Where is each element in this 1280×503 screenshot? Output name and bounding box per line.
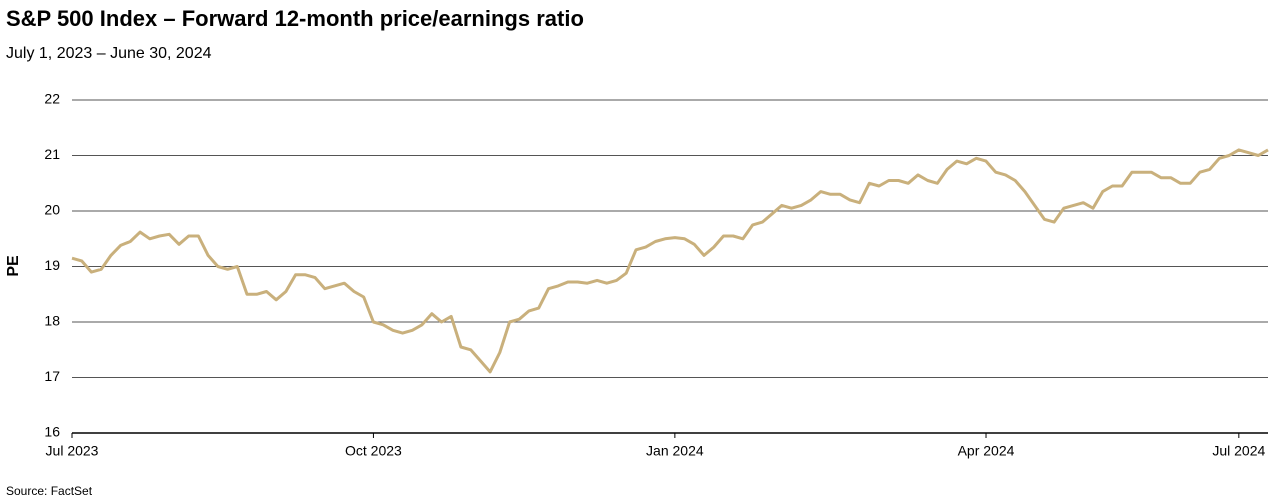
x-tick-label: Oct 2023 xyxy=(345,443,402,459)
y-tick-label: 17 xyxy=(44,368,60,384)
x-tick-label: Jan 2024 xyxy=(646,443,704,459)
y-tick-label: 20 xyxy=(44,202,60,218)
y-tick-label: 18 xyxy=(44,313,60,329)
x-tick-label: Jul 2024 xyxy=(1212,443,1265,459)
line-series xyxy=(71,148,1269,374)
source-note: Source: FactSet xyxy=(6,484,93,498)
y-axis-label: PE xyxy=(5,255,22,277)
y-tick-label: 19 xyxy=(44,257,60,273)
y-tick-label: 21 xyxy=(44,146,60,162)
y-tick-label: 16 xyxy=(44,424,60,440)
y-tick-label: 22 xyxy=(44,91,60,107)
chart-title: S&P 500 Index – Forward 12-month price/e… xyxy=(6,6,584,31)
x-tick-label: Jul 2023 xyxy=(46,443,99,459)
x-tick-label: Apr 2024 xyxy=(958,443,1015,459)
chart-subtitle: July 1, 2023 – June 30, 2024 xyxy=(6,45,212,62)
